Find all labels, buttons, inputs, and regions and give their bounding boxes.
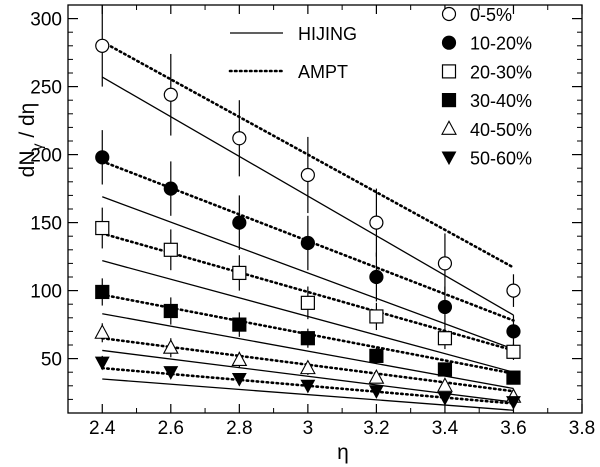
y-axis-title-tail: / dη bbox=[16, 103, 39, 144]
y-axis-title-main: dN bbox=[16, 151, 39, 178]
legend-marker bbox=[441, 6, 457, 22]
data-point bbox=[95, 284, 110, 300]
legend-line-label: HIJING bbox=[298, 24, 357, 44]
data-point bbox=[369, 215, 384, 230]
data-point bbox=[437, 362, 453, 377]
legend-marker-label: 40-50% bbox=[470, 120, 532, 140]
legend-marker bbox=[441, 120, 457, 135]
data-point bbox=[232, 317, 247, 332]
data-point bbox=[506, 283, 521, 298]
x-tick-label: 3.4 bbox=[432, 418, 459, 439]
legend-marker bbox=[441, 35, 457, 50]
data-point bbox=[231, 372, 247, 387]
line-legend: HIJING AMPT bbox=[228, 24, 357, 82]
data-point bbox=[369, 269, 384, 285]
data-markers bbox=[94, 38, 522, 410]
data-point bbox=[299, 359, 316, 375]
y-tick-label: 300 bbox=[30, 10, 62, 31]
x-tick-label: 3.2 bbox=[363, 418, 389, 439]
legend-marker bbox=[441, 151, 457, 166]
data-point bbox=[231, 351, 248, 367]
hijing-line bbox=[102, 313, 514, 390]
x-tick-label: 2.6 bbox=[158, 418, 184, 439]
y-axis-title: dNγ / dη bbox=[16, 103, 45, 178]
data-point bbox=[163, 242, 178, 257]
data-point bbox=[300, 167, 315, 183]
data-point bbox=[437, 256, 453, 271]
marker-legend: 0-5% 10-20% 20-30% 30-40% 40-50% 50-60% bbox=[441, 5, 532, 169]
data-point bbox=[506, 370, 521, 385]
data-point bbox=[232, 215, 247, 230]
data-point bbox=[95, 150, 110, 165]
data-point bbox=[94, 356, 110, 371]
x-tick-label: 3.8 bbox=[569, 418, 595, 439]
y-tick-label: 200 bbox=[30, 146, 62, 167]
data-point bbox=[163, 87, 178, 102]
legend-marker-label: 50-60% bbox=[470, 149, 532, 169]
y-axis-title-subscript: γ bbox=[29, 144, 45, 151]
data-point bbox=[506, 324, 521, 339]
data-point bbox=[232, 265, 247, 281]
y-tick-label: 150 bbox=[30, 214, 62, 235]
legend-marker-label: 0-5% bbox=[470, 5, 512, 25]
data-point bbox=[95, 220, 110, 236]
y-axis: 50 100 150 200 250 300 bbox=[30, 10, 582, 400]
data-point bbox=[369, 309, 384, 324]
data-point bbox=[163, 366, 179, 380]
data-point bbox=[95, 38, 110, 53]
legend-marker-label: 10-20% bbox=[470, 34, 532, 54]
data-point bbox=[368, 385, 384, 399]
data-point bbox=[300, 331, 315, 346]
data-point bbox=[300, 235, 315, 251]
y-tick-label: 250 bbox=[30, 78, 62, 99]
data-point bbox=[300, 295, 315, 310]
data-point bbox=[300, 379, 316, 394]
x-axis-title: η bbox=[337, 441, 349, 464]
y-tick-label: 50 bbox=[41, 350, 62, 371]
data-point bbox=[437, 331, 453, 346]
data-point bbox=[163, 181, 178, 196]
data-point bbox=[94, 324, 111, 339]
legend-marker-label: 20-30% bbox=[470, 62, 532, 82]
data-point bbox=[369, 348, 384, 363]
data-point bbox=[437, 299, 453, 315]
data-point bbox=[368, 368, 385, 384]
legend-line-label: AMPT bbox=[298, 62, 348, 82]
data-point bbox=[506, 396, 521, 410]
legend-marker-label: 30-40% bbox=[470, 91, 532, 111]
data-point bbox=[437, 391, 453, 406]
x-axis: 2.4 2.6 2.8 3 3.2 3.4 3.6 3.8 bbox=[89, 5, 595, 439]
y-tick-label: 100 bbox=[30, 282, 62, 303]
x-tick-label: 2.8 bbox=[226, 418, 252, 439]
legend-marker bbox=[441, 64, 457, 79]
data-point bbox=[163, 303, 178, 319]
data-point bbox=[162, 339, 179, 354]
x-tick-label: 3 bbox=[303, 418, 314, 439]
x-tick-label: 3.6 bbox=[500, 418, 526, 439]
data-point bbox=[506, 344, 521, 359]
data-point bbox=[437, 377, 453, 392]
legend-marker bbox=[441, 92, 457, 108]
data-point bbox=[232, 131, 247, 146]
x-tick-label: 2.4 bbox=[89, 418, 116, 439]
